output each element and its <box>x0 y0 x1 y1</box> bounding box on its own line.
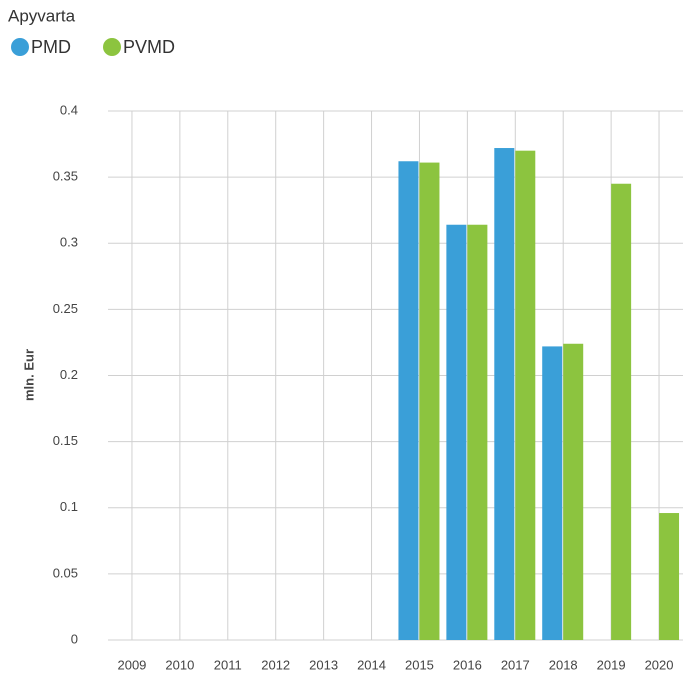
y-tick-label: 0.2 <box>60 367 78 382</box>
x-tick-label: 2014 <box>357 657 386 672</box>
bar <box>515 150 536 641</box>
x-tick-label: 2012 <box>261 657 290 672</box>
legend-label: PVMD <box>123 37 175 57</box>
y-tick-label: 0.05 <box>53 565 78 580</box>
bar <box>542 346 563 640</box>
x-tick-label: 2019 <box>597 657 626 672</box>
x-tick-label: 2015 <box>405 657 434 672</box>
y-tick-label: 0.1 <box>60 499 78 514</box>
y-tick-label: 0.25 <box>53 301 78 316</box>
x-tick-label: 2010 <box>165 657 194 672</box>
y-tick-label: 0 <box>71 631 78 646</box>
bar <box>467 224 488 641</box>
y-tick-label: 0.15 <box>53 433 78 448</box>
y-tick-label: 0.4 <box>60 102 78 117</box>
x-tick-label: 2016 <box>453 657 482 672</box>
y-tick-label: 0.35 <box>53 169 78 184</box>
x-tick-label: 2011 <box>214 657 242 672</box>
bar <box>611 183 632 641</box>
bar <box>446 224 467 641</box>
legend-label: PMD <box>31 37 71 57</box>
bar <box>419 162 440 640</box>
bar <box>494 148 515 640</box>
x-tick-label: 2009 <box>117 657 146 672</box>
chart-title: Apyvarta <box>8 6 76 25</box>
bar <box>563 343 584 640</box>
y-axis-label: mln. Eur <box>21 349 36 401</box>
legend-swatch <box>11 38 29 56</box>
legend-swatch <box>103 38 121 56</box>
x-tick-label: 2017 <box>501 657 530 672</box>
y-tick-label: 0.3 <box>60 235 78 250</box>
x-tick-label: 2020 <box>645 657 674 672</box>
x-tick-label: 2013 <box>309 657 338 672</box>
bar <box>659 513 680 640</box>
bar <box>398 161 419 640</box>
x-tick-label: 2018 <box>549 657 578 672</box>
